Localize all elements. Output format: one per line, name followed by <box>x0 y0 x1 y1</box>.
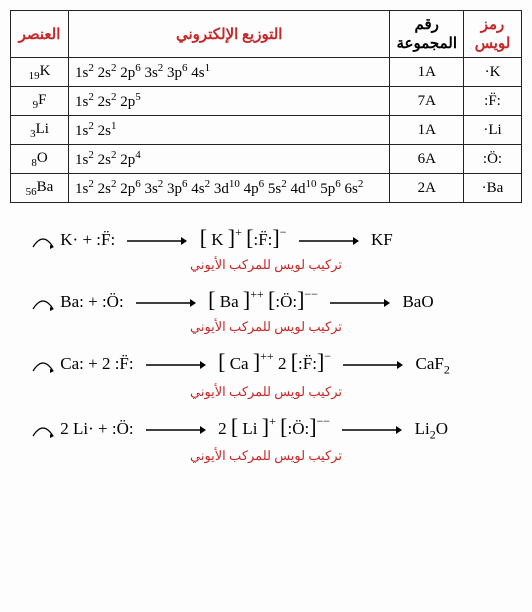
element-symbol: 9F <box>11 87 69 116</box>
element-symbol: 56Ba <box>11 174 69 203</box>
header-element: العنصر <box>11 11 69 58</box>
lewis-symbol: :F̈: <box>464 87 522 116</box>
lewis-symbol: K· <box>464 58 522 87</box>
table-row: :F̈:7A1s2 2s2 2p59F <box>11 87 522 116</box>
group-number: 7A <box>390 87 464 116</box>
header-config: التوزيع الإلكتروني <box>69 11 390 58</box>
electron-config: 1s2 2s2 2p5 <box>69 87 390 116</box>
electron-config: 1s2 2s2 2p4 <box>69 145 390 174</box>
electron-config-table: رمز لويس رقم المجموعة التوزيع الإلكتروني… <box>10 10 522 203</box>
lewis-symbol: Li· <box>464 116 522 145</box>
group-number: 6A <box>390 145 464 174</box>
element-symbol: 3Li <box>11 116 69 145</box>
electron-config: 1s2 2s2 2p6 3s2 3p6 4s1 <box>69 58 390 87</box>
reaction-caption: تركيب لويس للمركب الأيوني <box>10 319 522 335</box>
header-lewis: رمز لويس <box>464 11 522 58</box>
electron-config: 1s2 2s2 2p6 3s2 3p6 4s2 3d10 4p6 5s2 4d1… <box>69 174 390 203</box>
header-group: رقم المجموعة <box>390 11 464 58</box>
reaction: Ba: + :Ö: [ Ba ]++ [:Ö:]−− BaO <box>30 287 522 313</box>
reaction-caption: تركيب لويس للمركب الأيوني <box>10 384 522 400</box>
reaction-caption: تركيب لويس للمركب الأيوني <box>10 257 522 273</box>
table-row: Ba·2A1s2 2s2 2p6 3s2 3p6 4s2 3d10 4p6 5s… <box>11 174 522 203</box>
table-row: Li·1A1s2 2s13Li <box>11 116 522 145</box>
reaction: Ca: + 2 :F̈: [ Ca ]++ 2 [:F̈:]− CaF2 <box>30 349 522 377</box>
element-symbol: 19K <box>11 58 69 87</box>
table-row: K·1A1s2 2s2 2p6 3s2 3p6 4s119K <box>11 58 522 87</box>
reaction: 2 Li· + :Ö: 2 [ Li ]+ [:Ö:]−− Li2O <box>30 414 522 442</box>
table-row: :Ö:6A1s2 2s2 2p48O <box>11 145 522 174</box>
lewis-symbol: Ba· <box>464 174 522 203</box>
element-symbol: 8O <box>11 145 69 174</box>
electron-config: 1s2 2s1 <box>69 116 390 145</box>
lewis-symbol: :Ö: <box>464 145 522 174</box>
group-number: 1A <box>390 58 464 87</box>
reaction: K· + :F̈: [ K ]+ [:F̈:]− KF <box>30 225 522 251</box>
reaction-caption: تركيب لويس للمركب الأيوني <box>10 448 522 464</box>
group-number: 1A <box>390 116 464 145</box>
group-number: 2A <box>390 174 464 203</box>
